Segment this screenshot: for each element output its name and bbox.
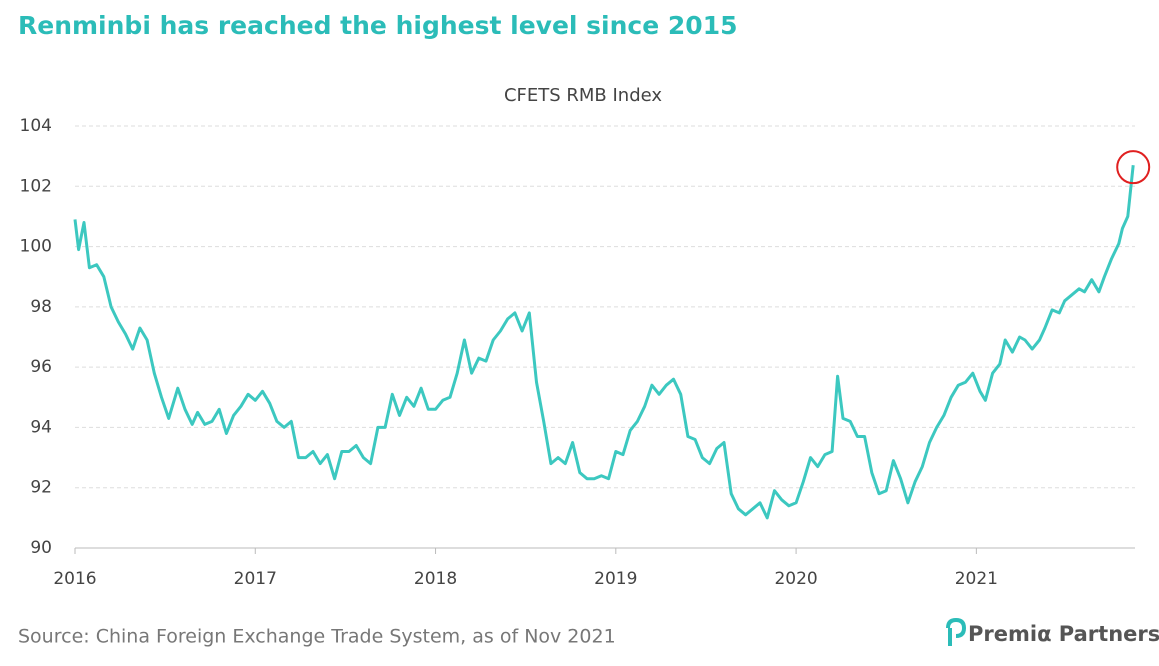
- x-tick-label: 2016: [53, 569, 96, 589]
- y-tick-label: 92: [30, 478, 52, 498]
- x-tick-label: 2020: [774, 569, 817, 589]
- y-tick-label: 94: [30, 417, 52, 437]
- y-tick-label: 102: [20, 176, 52, 196]
- y-tick-label: 98: [30, 297, 52, 317]
- chart-title: Renminbi has reached the highest level s…: [18, 11, 737, 40]
- source-note: Source: China Foreign Exchange Trade Sys…: [18, 626, 616, 648]
- y-tick-label: 104: [20, 116, 52, 136]
- highlight-circle: [1116, 150, 1151, 185]
- data-line: [73, 165, 1135, 520]
- logo: Premiα Partners: [946, 617, 1159, 646]
- logo-text: Premiα Partners: [968, 622, 1159, 646]
- x-tick-label: 2018: [414, 569, 457, 589]
- x-tick-label: 2017: [234, 569, 277, 589]
- y-tick-label: 90: [30, 538, 52, 558]
- chart-subtitle: CFETS RMB Index: [504, 85, 662, 106]
- y-tick-label: 100: [20, 237, 52, 257]
- logo-icon: [946, 617, 967, 646]
- x-tick-label: 2019: [594, 569, 637, 589]
- x-tick-label: 2021: [955, 569, 998, 589]
- y-tick-label: 96: [30, 357, 52, 377]
